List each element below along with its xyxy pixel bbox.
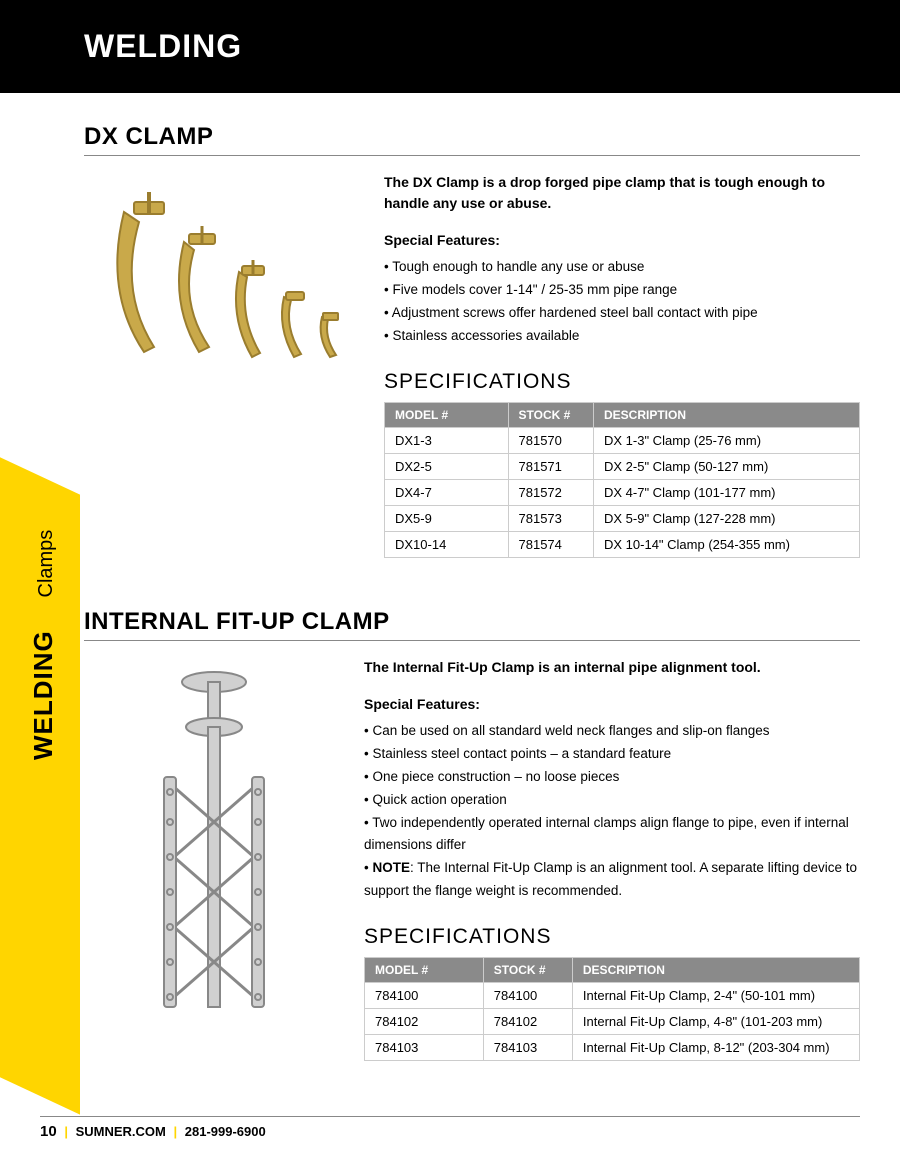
- features-heading: Special Features:: [364, 696, 860, 712]
- col-header: STOCK #: [483, 958, 572, 983]
- feature-item: Two independently operated internal clam…: [364, 812, 860, 858]
- footer-separator: |: [173, 1124, 177, 1139]
- table-row: DX4-7781572DX 4-7" Clamp (101-177 mm): [385, 479, 860, 505]
- main-content: DX CLAMP: [0, 93, 900, 1061]
- category-title: WELDING: [84, 28, 242, 64]
- note-text: The Internal Fit-Up Clamp is an alignmen…: [364, 860, 857, 898]
- col-header: MODEL #: [365, 958, 484, 983]
- feature-item: Tough enough to handle any use or abuse: [384, 256, 860, 279]
- feature-item: Stainless accessories available: [384, 325, 860, 348]
- spec-table: MODEL # STOCK # DESCRIPTION 784100784100…: [364, 957, 860, 1061]
- category-header: WELDING: [0, 0, 900, 93]
- product-image: [84, 172, 364, 392]
- table-row: DX5-9781573DX 5-9" Clamp (127-228 mm): [385, 505, 860, 531]
- table-row: 784103784103Internal Fit-Up Clamp, 8-12"…: [365, 1035, 860, 1061]
- dx-clamp-illustration: [84, 172, 364, 392]
- internal-fitup-illustration: [84, 657, 344, 1037]
- col-header: DESCRIPTION: [594, 402, 860, 427]
- product-intro: The Internal Fit-Up Clamp is an internal…: [364, 657, 860, 678]
- table-row: 784102784102Internal Fit-Up Clamp, 4-8" …: [365, 1009, 860, 1035]
- table-header-row: MODEL # STOCK # DESCRIPTION: [385, 402, 860, 427]
- col-header: STOCK #: [508, 402, 594, 427]
- feature-item: One piece construction – no loose pieces: [364, 766, 860, 789]
- col-header: MODEL #: [385, 402, 509, 427]
- product-dx-clamp: DX CLAMP: [84, 123, 860, 558]
- footer-site: SUMNER.COM: [76, 1124, 166, 1139]
- product-title: DX CLAMP: [84, 123, 860, 156]
- note-label: NOTE: [372, 860, 410, 875]
- table-header-row: MODEL # STOCK # DESCRIPTION: [365, 958, 860, 983]
- feature-item: Five models cover 1-14" / 25-35 mm pipe …: [384, 279, 860, 302]
- feature-note: NOTE: The Internal Fit-Up Clamp is an al…: [364, 857, 860, 903]
- features-heading: Special Features:: [384, 232, 860, 248]
- feature-item: Stainless steel contact points – a stand…: [364, 743, 860, 766]
- product-image: [84, 657, 344, 1037]
- side-accent: [0, 420, 80, 1115]
- col-header: DESCRIPTION: [572, 958, 859, 983]
- feature-item: Can be used on all standard weld neck fl…: [364, 720, 860, 743]
- spec-heading: SPECIFICATIONS: [364, 925, 860, 949]
- feature-item: Quick action operation: [364, 789, 860, 812]
- product-title: INTERNAL FIT-UP CLAMP: [84, 608, 860, 641]
- table-row: 784100784100Internal Fit-Up Clamp, 2-4" …: [365, 983, 860, 1009]
- product-internal-fitup-clamp: INTERNAL FIT-UP CLAMP: [84, 608, 860, 1062]
- spec-table: MODEL # STOCK # DESCRIPTION DX1-3781570D…: [384, 402, 860, 558]
- spec-heading: SPECIFICATIONS: [384, 370, 860, 394]
- side-subcategory: Clamps: [35, 530, 57, 598]
- footer-phone: 281-999-6900: [185, 1124, 266, 1139]
- feature-item: Adjustment screws offer hardened steel b…: [384, 302, 860, 325]
- side-category: WELDING: [28, 630, 58, 760]
- page-footer: 10 | SUMNER.COM | 281-999-6900: [40, 1116, 860, 1140]
- table-row: DX10-14781574DX 10-14" Clamp (254-355 mm…: [385, 531, 860, 557]
- table-row: DX2-5781571DX 2-5" Clamp (50-127 mm): [385, 453, 860, 479]
- features-list: Can be used on all standard weld neck fl…: [364, 720, 860, 904]
- product-intro: The DX Clamp is a drop forged pipe clamp…: [384, 172, 860, 214]
- page-number: 10: [40, 1123, 57, 1140]
- side-label: WELDING | Clamps: [28, 530, 59, 760]
- side-separator: |: [35, 611, 57, 617]
- features-list: Tough enough to handle any use or abuse …: [384, 256, 860, 348]
- table-row: DX1-3781570DX 1-3" Clamp (25-76 mm): [385, 427, 860, 453]
- footer-separator: |: [64, 1124, 68, 1139]
